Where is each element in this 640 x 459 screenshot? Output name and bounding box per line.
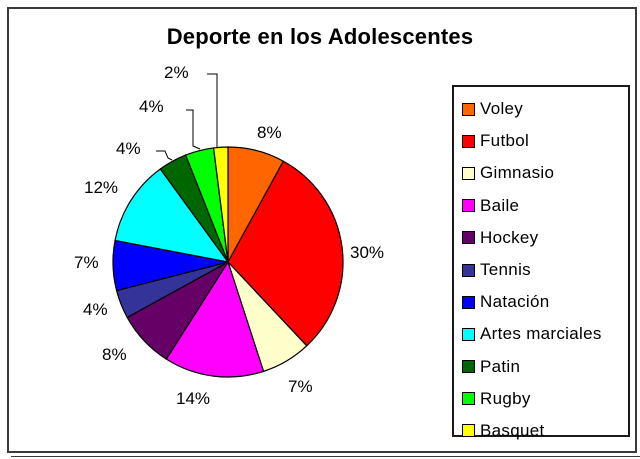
legend-label: Gimnasio [480, 163, 555, 183]
legend-item-tennis: Tennis [454, 254, 628, 286]
swatch-tennis [462, 263, 475, 277]
leader-line [207, 73, 218, 148]
legend-item-patin: Patin [454, 351, 628, 383]
legend-item-basquet: Basquet [454, 415, 628, 447]
swatch-natacion [462, 295, 475, 309]
legend-label: Natación [480, 292, 550, 312]
slice-label: 12% [84, 178, 118, 197]
legend-item-baile: Baile [454, 190, 628, 222]
legend-label: Futbol [480, 131, 530, 151]
legend-item-hockey: Hockey [454, 222, 628, 254]
slice-label: 4% [116, 139, 141, 158]
legend-item-gimnasio: Gimnasio [454, 157, 628, 189]
legend-item-futbol: Futbol [454, 125, 628, 157]
slice-label: 8% [102, 345, 127, 364]
swatch-voley [462, 102, 475, 116]
leader-line [186, 109, 201, 150]
legend: Voley Futbol Gimnasio Baile Hockey Tenni… [452, 85, 630, 440]
swatch-hockey [462, 231, 475, 245]
pie-slice-basquet [212, 146, 229, 263]
swatch-futbol [462, 134, 475, 148]
swatch-artes-marciales [462, 327, 475, 341]
slice-label: 30% [350, 243, 384, 262]
legend-label: Tennis [480, 260, 531, 280]
slice-labels: 8%30%7%14%8%4%7%12%4%4%2% [74, 63, 384, 408]
slice-label: 8% [257, 123, 282, 142]
legend-item-voley: Voley [454, 93, 628, 125]
legend-label: Baile [480, 195, 520, 215]
legend-label: Hockey [480, 227, 539, 247]
legend-label: Basquet [480, 420, 545, 440]
slice-label: 4% [83, 300, 108, 319]
swatch-rugby [462, 392, 475, 406]
chart-title: Deporte en los Adolescentes [166, 24, 474, 49]
slice-label: 2% [164, 63, 189, 82]
legend-label: Rugby [480, 388, 531, 408]
slice-label: 14% [176, 389, 210, 408]
leader-line [156, 150, 173, 161]
legend-label: Artes marciales [480, 324, 602, 344]
swatch-basquet [462, 424, 475, 438]
legend-label: Voley [480, 99, 524, 119]
legend-item-rugby: Rugby [454, 383, 628, 415]
slice-label: 7% [288, 377, 313, 396]
swatch-gimnasio [462, 166, 475, 180]
pie-slice-artes-marciales [114, 168, 230, 263]
legend-item-artes-marciales: Artes marciales [454, 318, 628, 350]
pie-slice-futbol [227, 160, 344, 347]
slice-label: 4% [139, 97, 164, 116]
leader-lines [156, 73, 218, 161]
swatch-baile [462, 199, 475, 213]
legend-item-natacion: Natación [454, 286, 628, 318]
pie-slices [112, 146, 344, 378]
legend-label: Patin [480, 356, 521, 376]
swatch-patin [462, 360, 475, 374]
slice-label: 7% [74, 253, 99, 272]
pie-slice-baile [165, 260, 265, 378]
